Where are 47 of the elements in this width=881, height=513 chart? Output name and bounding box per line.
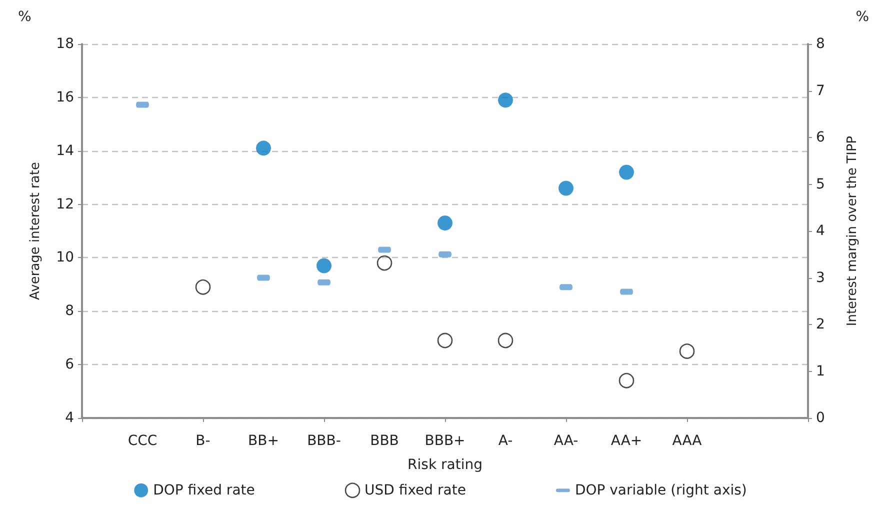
text: % bbox=[856, 9, 870, 25]
point bbox=[376, 255, 392, 271]
point bbox=[498, 332, 514, 348]
point bbox=[498, 92, 513, 108]
y-tick-label: 6 bbox=[65, 356, 74, 373]
y2-tick-label: 2 bbox=[816, 316, 825, 332]
legend-label: USD fixed rate bbox=[364, 482, 466, 498]
y2-tick-label: 4 bbox=[816, 223, 825, 239]
legend-label: DOP fixed rate bbox=[153, 482, 255, 498]
y2-tick-label: 3 bbox=[816, 270, 825, 286]
point bbox=[619, 164, 634, 180]
x-tick-label: AA- bbox=[554, 433, 578, 449]
x-tick-label: B- bbox=[196, 433, 210, 449]
y-tick-label: 14 bbox=[56, 142, 74, 159]
point bbox=[618, 372, 634, 388]
point bbox=[437, 332, 453, 348]
point bbox=[438, 215, 452, 230]
point bbox=[256, 140, 271, 156]
point bbox=[679, 344, 695, 359]
x-tick-label: BB+ bbox=[248, 433, 279, 449]
y2-tick-label: 6 bbox=[816, 130, 825, 146]
y-tick-label: 12 bbox=[56, 196, 74, 212]
y2-tick-label: 7 bbox=[816, 82, 825, 99]
point bbox=[316, 258, 332, 274]
y2-axis-title: Interest margin over the TIPP bbox=[845, 136, 860, 326]
x-tick-label: AA+ bbox=[610, 433, 642, 449]
x-tick-label: BBB+ bbox=[424, 433, 466, 449]
x-tick-label: BBB bbox=[370, 433, 399, 449]
x-tick-label: CCC bbox=[128, 433, 158, 449]
point bbox=[558, 180, 574, 196]
y-axis-title: Average interest rate bbox=[28, 162, 43, 300]
y2-tick-label: 1 bbox=[816, 363, 825, 380]
y-tick-label: 10 bbox=[56, 250, 74, 266]
point bbox=[195, 279, 211, 295]
y-tick-label: 4 bbox=[65, 410, 74, 426]
x-axis-title: Risk rating bbox=[408, 457, 482, 473]
y2-tick-label: 5 bbox=[816, 176, 825, 192]
x-tick-label: BBB- bbox=[307, 433, 341, 449]
y-tick-label: 16 bbox=[56, 89, 74, 106]
y-tick-label: 8 bbox=[65, 303, 74, 320]
text: % bbox=[18, 9, 32, 25]
y2-tick-label: 8 bbox=[816, 36, 825, 52]
x-tick-label: AAA bbox=[672, 433, 702, 449]
y2-tick-label: 0 bbox=[816, 410, 825, 426]
legend-label: DOP variable (right axis) bbox=[574, 482, 747, 498]
x-tick-label: A- bbox=[498, 433, 513, 449]
y-tick-label: 18 bbox=[56, 36, 74, 52]
